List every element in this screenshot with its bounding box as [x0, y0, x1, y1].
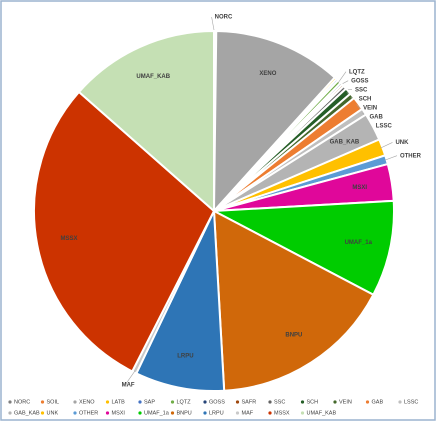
slice-label: XENO	[259, 71, 276, 77]
legend-label: LATB	[112, 399, 126, 405]
leader-line	[380, 142, 393, 149]
legend-swatch	[170, 411, 175, 415]
slice-label: OTHER	[400, 153, 422, 159]
slice-label: GAB_KAB	[330, 140, 360, 146]
legend-swatch	[138, 400, 142, 404]
legend-swatch	[105, 400, 110, 404]
legend-swatch	[8, 400, 12, 404]
slice-label: VEIN	[363, 105, 377, 111]
legend-label: OTHER	[79, 410, 98, 416]
slice	[212, 209, 375, 392]
slice-label: SCH	[359, 96, 372, 102]
legend-label: UNK	[47, 410, 59, 416]
slice-label: UNK	[395, 140, 409, 146]
slice	[210, 199, 395, 297]
legend-swatch	[300, 411, 305, 415]
slice-label: NORC	[215, 15, 233, 21]
legend-label: MAF	[242, 410, 254, 416]
leader-line	[124, 370, 136, 386]
legend-swatch	[73, 400, 77, 404]
legend-label: UMAF_KAB	[307, 410, 337, 416]
legend-label: SCH	[307, 399, 319, 405]
legend-swatch	[268, 411, 272, 415]
legend-swatch	[203, 400, 207, 404]
legend-label: VEIN	[339, 399, 352, 405]
legend-swatch	[365, 400, 370, 404]
slice-label: UMAF_1a	[345, 240, 373, 246]
legend-label: UMAF_1a	[144, 410, 170, 416]
slice-label: GAB	[370, 114, 384, 120]
legend-label: SAFR	[242, 399, 257, 405]
legend-label: NORC	[14, 399, 30, 405]
legend-swatch	[268, 400, 272, 404]
legend-label: BNPU	[177, 410, 192, 416]
slice-label: LSSC	[376, 123, 393, 129]
legend-label: LQTZ	[177, 399, 192, 405]
legend-swatch	[138, 411, 142, 415]
leader-line	[384, 155, 398, 161]
legend-swatch	[170, 400, 175, 404]
legend-label: LSSC	[404, 399, 418, 405]
slice-label: GOSS	[351, 78, 368, 84]
legend-swatch	[8, 411, 12, 415]
legend-swatch	[105, 411, 110, 415]
legend-label: GOSS	[209, 399, 225, 405]
slice	[135, 210, 226, 392]
slice-label: MSSX	[61, 236, 78, 242]
slice-label: LQTZ	[349, 69, 365, 75]
legend-label: LRPU	[209, 410, 224, 416]
slice	[212, 30, 337, 214]
slice	[77, 29, 215, 214]
leader-line	[337, 71, 347, 84]
legend-label: MSXI	[112, 410, 126, 416]
legend-swatch	[40, 411, 45, 415]
slice-label: BNPU	[285, 333, 302, 339]
legend-swatch	[203, 411, 207, 415]
slice-label: LRPU	[177, 353, 193, 359]
legend: NORC SOIL XENO LATB SAP LQTZ GOSS SAFR SSC SCH VEI…	[8, 399, 418, 416]
legend-swatch	[300, 400, 305, 404]
legend-swatch	[235, 411, 240, 415]
legend-swatch	[73, 411, 77, 415]
slice-label: MSXI	[352, 185, 367, 191]
slice-label: MAF	[122, 383, 135, 389]
legend-label: SOIL	[47, 399, 60, 405]
legend-swatch	[333, 400, 337, 404]
slice-label: UMAF_KAB	[136, 74, 170, 80]
legend-label: GAB_KAB	[14, 410, 40, 416]
legend-swatch	[40, 400, 45, 404]
slice-label: SSC	[355, 87, 368, 93]
legend-swatch	[235, 400, 240, 404]
legend-label: GAB	[372, 399, 384, 405]
legend-label: XENO	[79, 399, 95, 405]
legend-label: SAP	[144, 399, 155, 405]
legend-label: SSC	[274, 399, 285, 405]
slice	[33, 90, 216, 373]
legend-swatch	[398, 400, 402, 404]
legend-label: MSSX	[274, 410, 290, 416]
